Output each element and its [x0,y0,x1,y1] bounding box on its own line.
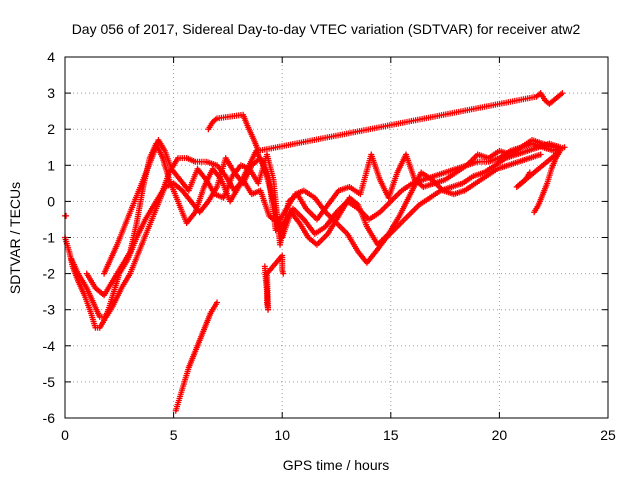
plot-frame [64,56,609,419]
chart-title: Day 056 of 2017, Sidereal Day-to-day VTE… [72,21,581,37]
y-tick-label: -4 [43,338,56,354]
x-tick-label: 15 [383,427,399,443]
y-tick-label: -5 [43,374,56,390]
y-tick-label: 0 [47,193,55,209]
y-tick-label: 1 [47,157,55,173]
x-tick-label: 20 [492,427,508,443]
x-tick-label: 25 [600,427,616,443]
y-tick-label: 4 [47,49,55,65]
y-axis-label: SDTVAR / TECUs [7,182,23,294]
data-point [214,299,221,306]
data-point [63,212,70,219]
data-point [550,144,557,151]
grid-lines [65,57,608,418]
y-tick-label: 2 [47,121,55,137]
data-point [559,90,566,97]
x-axis-label: GPS time / hours [283,457,390,473]
x-tick-label: 10 [274,427,290,443]
y-tick-label: 3 [47,85,55,101]
x-tick-label: 5 [170,427,178,443]
data-point [280,270,287,277]
data-point [561,144,568,151]
y-tick-label: -2 [43,266,56,282]
y-tick-label: -1 [43,230,56,246]
y-tick-label: -3 [43,302,56,318]
data-points [62,90,568,414]
x-tick-label: 0 [61,427,69,443]
data-point [537,151,544,158]
y-tick-label: -6 [43,410,56,426]
data-point [526,169,533,176]
